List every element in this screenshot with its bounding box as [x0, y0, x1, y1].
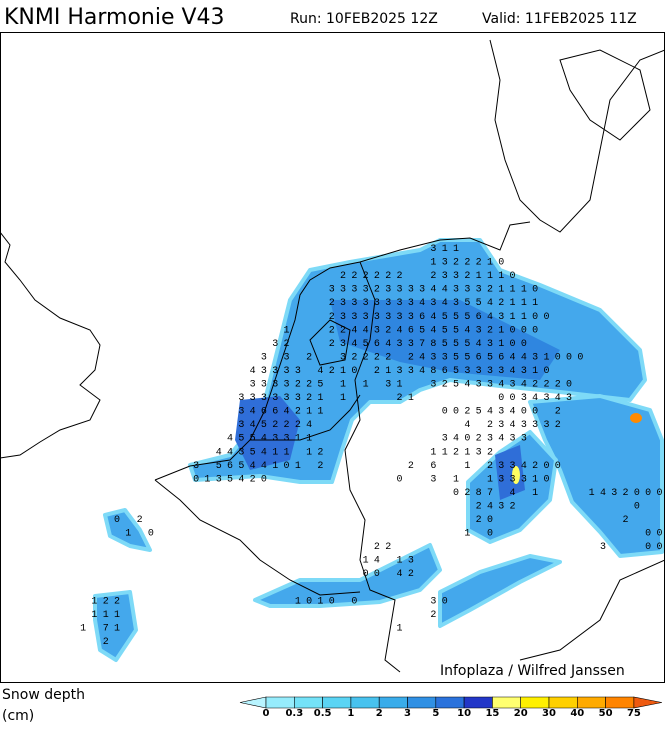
border [154, 479, 361, 596]
colorbar-label: 3 [404, 708, 411, 719]
coastline [559, 49, 651, 141]
colorbar-segment [350, 696, 380, 709]
border [250, 394, 361, 441]
colorbar-label: 0.3 [285, 708, 303, 719]
grid-row: 311 [1, 244, 464, 255]
grid-row: 22 3 00 [1, 542, 665, 553]
colorbar-segment [435, 696, 465, 709]
grid-row: 2 [1, 637, 114, 648]
grid-row: 32 234564337855543100 [1, 339, 532, 350]
grid-row: 0135420 0 3 1 133310 [1, 474, 555, 485]
snow-peak [630, 413, 642, 423]
snow-core [235, 396, 300, 470]
lake [309, 319, 351, 366]
grid-row: 0 2 20 2 [1, 515, 634, 526]
grid-row: 3333225 1 1 31 3254334342220 [1, 380, 577, 391]
grid-row: 1 71 1 [1, 623, 408, 634]
colorbar-segment [265, 696, 295, 709]
snow-area [103, 508, 152, 552]
grid-row: 222222 23321110 [1, 271, 521, 282]
grid-row: 2333333343435542111 [1, 298, 543, 309]
grid-row: 0287 4 1 1432000 [1, 488, 665, 499]
grid-row: 1 2244324654554321000 [1, 325, 543, 336]
grid-row: 00 42 [1, 569, 419, 580]
coastline [489, 39, 665, 233]
colorbar-label: 1 [347, 708, 354, 719]
grid-row: 14 13 [1, 556, 419, 567]
grid-row: 4435411 12 112132 [1, 447, 498, 458]
colorbar-label: 2 [376, 708, 383, 719]
grid-row: 23333333645556431100 [1, 312, 555, 323]
grid-row: 3452224 4 2343332 [1, 420, 566, 431]
border [519, 559, 665, 661]
grid-row: 45543311 34023433 [1, 434, 532, 445]
colorbar-label: 5 [432, 708, 439, 719]
legend-unit: (cm) [2, 708, 34, 724]
colorbar-segment [378, 696, 408, 709]
grid-row: 3 3 2 32222 2433556564431000 [1, 352, 589, 363]
grid-row: 122 1010 0 30 [1, 596, 453, 607]
coastline [154, 221, 531, 481]
run-time: Run: 10FEB2025 12Z [290, 11, 438, 27]
map: 311 1322210 222222 23321110 333323333443… [0, 32, 665, 683]
grid-row: 1322210 [1, 258, 510, 269]
border [344, 261, 401, 673]
colorbar-segment [520, 696, 550, 709]
colorbar-segment [322, 696, 352, 709]
snow-area [93, 590, 138, 662]
colorbar-segment [633, 696, 662, 709]
snow-areas [93, 238, 664, 662]
grid-row: 34664211 002543400 2 [1, 407, 566, 418]
grid-row: 3333233334433321110 [1, 285, 543, 296]
colorbar-label: 0 [263, 708, 270, 719]
coastline [0, 231, 101, 459]
snow-core [330, 300, 560, 380]
colorbar-label: 20 [514, 708, 528, 719]
colorbar-label: 40 [570, 708, 584, 719]
colorbar-segment [294, 696, 323, 709]
value-grid: 311 1322210 222222 23321110 333323333443… [1, 244, 665, 648]
valid-time: Valid: 11FEB2025 11Z [482, 11, 637, 27]
colorbar-segment [407, 696, 437, 709]
colorbar-segment [239, 696, 267, 709]
coastlines [0, 39, 665, 673]
colorbar-label: 10 [457, 708, 471, 719]
colorbar-segment [548, 696, 578, 709]
grid-row: 43333 4210 2133486533334310 [1, 366, 555, 377]
colorbar-label: 15 [485, 708, 499, 719]
colorbar-label: 75 [627, 708, 641, 719]
snow-peak [512, 466, 520, 484]
colorbar-segment [605, 696, 635, 709]
snow-area [253, 543, 442, 608]
colorbar-segment [492, 696, 521, 709]
colorbar-label: 50 [599, 708, 613, 719]
colorbar: 0 0.3 0.5 1 2 3 5 10 15 20 30 40 50 75 [239, 696, 662, 719]
grid-row: 2432 0 0 [1, 501, 665, 512]
grid-row: 1 0 1 0 00 [1, 529, 665, 540]
snow-core [495, 445, 525, 500]
colorbar-label: 0.5 [314, 708, 332, 719]
legend-title: Snow depth [2, 687, 85, 703]
snow-area [438, 554, 562, 628]
grid-row: 33333321 1 21 0034343 [1, 393, 577, 404]
grid-row: 111 2 [1, 610, 442, 621]
grid-row: 3 56544101 2 2 6 1 2334200 [1, 461, 566, 472]
colorbar-segment [577, 696, 606, 709]
title: KNMI Harmonie V43 [4, 5, 225, 30]
colorbar-label: 30 [542, 708, 556, 719]
credit: Infoplaza / Wilfred Janssen [440, 663, 625, 679]
colorbar-segment [463, 696, 493, 709]
